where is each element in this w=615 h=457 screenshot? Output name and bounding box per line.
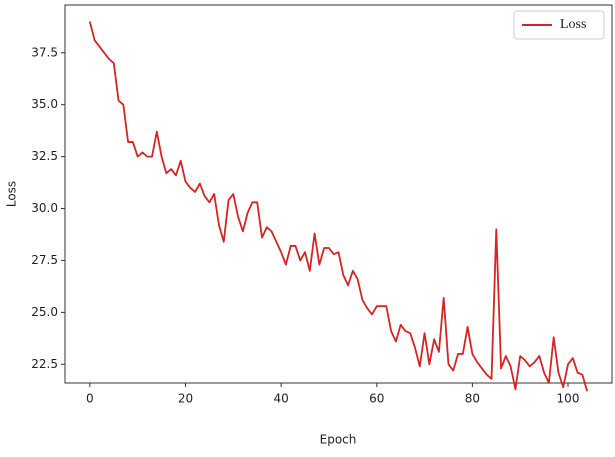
x-tick-label: 20 (178, 392, 193, 406)
legend-label: Loss (560, 17, 586, 32)
x-axis-label: Epoch (320, 433, 357, 447)
y-tick-label: 30.0 (31, 201, 58, 215)
y-tick-label: 25.0 (31, 305, 58, 319)
x-tick-label: 80 (465, 392, 480, 406)
x-tick-label: 60 (369, 392, 384, 406)
x-tick-label: 0 (86, 392, 94, 406)
y-tick-label: 35.0 (31, 97, 58, 111)
y-tick-label: 32.5 (31, 149, 58, 163)
loss-line (88, 21, 589, 392)
y-tick-label: 37.5 (31, 45, 58, 59)
y-tick-label: 27.5 (31, 253, 58, 267)
x-tick-label: 40 (273, 392, 288, 406)
legend: Loss (513, 10, 605, 40)
plot-frame (64, 4, 613, 384)
y-axis-label: Loss (5, 181, 19, 207)
x-tick-label: 100 (557, 392, 580, 406)
y-tick-label: 22.5 (31, 357, 58, 371)
legend-box (513, 10, 605, 40)
